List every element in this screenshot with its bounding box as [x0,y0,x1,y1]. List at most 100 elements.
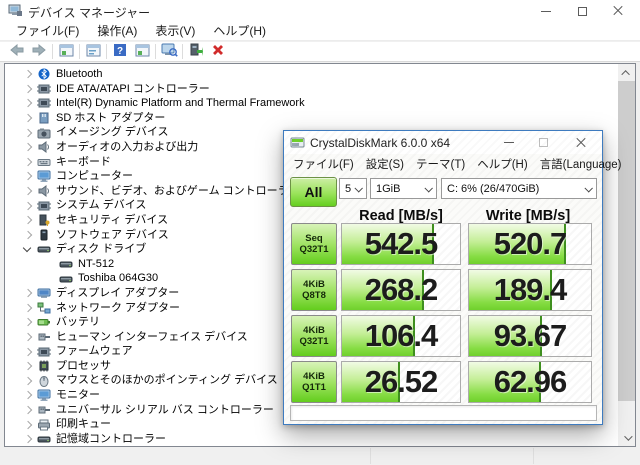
chevron-right-icon[interactable] [21,389,33,401]
tree-item[interactable]: コンピューター [5,169,618,184]
tree-item[interactable]: ヒューマン インターフェイス デバイス [5,330,618,345]
chip-icon [37,200,51,212]
tree-item[interactable]: ディスプレイ アダプター [5,286,618,301]
cpu-icon [37,360,51,372]
tree-item[interactable]: ファームウェア [5,344,618,359]
test-count-select[interactable]: 5 [339,178,367,199]
test-button-4kib-q32t1[interactable]: 4KiB Q32T1 [291,315,337,357]
tree-item[interactable]: キーボード [5,155,618,170]
test-button-4kib-q1t1[interactable]: 4KiB Q1T1 [291,361,337,403]
tree-item[interactable]: システム デバイス [5,198,618,213]
tree-item[interactable]: セキュリティ デバイス [5,213,618,228]
target-drive-select[interactable]: C: 6% (26/470GiB) [441,178,597,199]
test-button-seq-q32t1[interactable]: Seq Q32T1 [291,223,337,265]
test-button-4kib-q8t8[interactable]: 4KiB Q8T8 [291,269,337,311]
chevron-right-icon[interactable] [21,346,33,358]
score-bar-fill [342,224,433,264]
chevron-right-icon[interactable] [21,331,33,343]
chevron-right-icon[interactable] [21,170,33,182]
test-count-value: 5 [345,182,352,195]
cdm-minimize-button[interactable] [492,131,525,154]
chevron-down-icon [584,184,593,193]
tree-item[interactable]: プロセッサ [5,359,618,374]
back-button[interactable] [6,43,28,61]
display-icon [37,287,51,299]
chevron-right-icon[interactable] [21,83,33,95]
show-window-button[interactable] [131,43,153,61]
tree-item[interactable]: IDE ATA/ATAPI コントローラー [5,82,618,97]
properties-button[interactable] [82,43,104,61]
chevron-right-icon[interactable] [21,419,33,431]
forward-button[interactable] [28,43,50,61]
tree-item[interactable]: Intel(R) Dynamic Platform and Thermal Fr… [5,96,618,111]
tree-item[interactable]: ソフトウェア デバイス [5,228,618,243]
cdm-menu-item-3[interactable]: ヘルプ(H) [477,158,528,171]
chevron-right-icon[interactable] [21,287,33,299]
uninstall-device-button[interactable] [207,43,229,61]
tree-item[interactable]: オーディオの入力および出力 [5,140,618,155]
tree-item[interactable]: サウンド、ビデオ、およびゲーム コントローラー [5,184,618,199]
cdm-menu-item-0[interactable]: ファイル(F) [293,158,354,171]
dm-menu-item-0[interactable]: ファイル(F) [16,24,80,38]
dm-menu-item-2[interactable]: 表示(V) [155,24,196,38]
cdm-menu-item-2[interactable]: テーマ(T) [416,158,466,171]
tree-item[interactable]: Bluetooth [5,67,618,82]
scroll-up-icon[interactable] [618,64,635,81]
chevron-down-icon[interactable] [21,243,33,255]
chevron-right-icon[interactable] [21,112,33,124]
cdm-maximize-button[interactable] [527,131,560,154]
dm-menu-item-3[interactable]: ヘルプ(H) [213,24,266,38]
scan-hardware-button[interactable] [158,43,180,61]
help-button[interactable]: ? [109,43,131,61]
cdm-menu-item-1[interactable]: 設定(S) [365,158,405,171]
dm-menu-item-1[interactable]: 操作(A) [97,24,138,38]
chevron-right-icon[interactable] [21,68,33,80]
dm-maximize-button[interactable] [564,0,600,22]
chevron-right-icon[interactable] [21,360,33,372]
cdm-menu-item-4[interactable]: 言語(Language) [539,158,622,171]
comment-field[interactable] [290,405,597,421]
chevron-right-icon[interactable] [21,200,33,212]
toolbar-separator [155,44,156,59]
chevron-right-icon[interactable] [21,214,33,226]
chevron-right-icon[interactable] [21,229,33,241]
test-size-select[interactable]: 1GiB [370,178,437,199]
tree-item[interactable]: Toshiba 064G30 [5,271,618,286]
read-result-cell: 26.52 [341,361,461,403]
chevron-right-icon[interactable] [21,404,33,416]
all-test-button[interactable]: All [290,177,337,207]
dm-close-button[interactable] [600,0,636,22]
tree-item-label: ヒューマン インターフェイス デバイス [56,330,248,343]
chevron-right-icon[interactable] [21,316,33,328]
tree-item-label: イメージング デバイス [56,126,169,139]
tree-item[interactable]: 印刷キュー [5,417,618,432]
tree-item[interactable]: ディスク ドライブ [5,242,618,257]
chevron-right-icon[interactable] [21,433,33,445]
chevron-right-icon[interactable] [21,141,33,153]
score-bar-tick [397,362,400,402]
chevron-right-icon[interactable] [21,156,33,168]
tree-item[interactable]: イメージング デバイス [5,125,618,140]
tree-item[interactable]: マウスとそのほかのポインティング デバイス [5,373,618,388]
update-driver-button[interactable] [185,43,207,61]
tree-item[interactable]: モニター [5,388,618,403]
chevron-right-icon[interactable] [21,375,33,387]
chevron-right-icon[interactable] [21,185,33,197]
scrollbar-thumb[interactable] [618,81,635,401]
score-bar-tick [549,270,552,310]
chevron-right-icon[interactable] [21,97,33,109]
chevron-right-icon[interactable] [21,302,33,314]
scroll-down-icon[interactable] [618,429,635,446]
tree-item[interactable]: バッテリ [5,315,618,330]
console-window-button[interactable] [55,43,77,61]
speaker-icon [37,185,51,198]
tree-item[interactable]: SD ホスト アダプター [5,111,618,126]
dm-minimize-button[interactable] [528,0,564,22]
tree-item[interactable]: NT-512 [5,257,618,272]
tree-item[interactable]: ネットワーク アダプター [5,301,618,316]
tree-scrollbar[interactable] [618,64,635,446]
tree-item[interactable]: 記憶域コントローラー [5,432,618,446]
cdm-close-button[interactable] [564,131,597,154]
chevron-right-icon[interactable] [21,127,33,139]
tree-item[interactable]: ユニバーサル シリアル バス コントローラー [5,403,618,418]
